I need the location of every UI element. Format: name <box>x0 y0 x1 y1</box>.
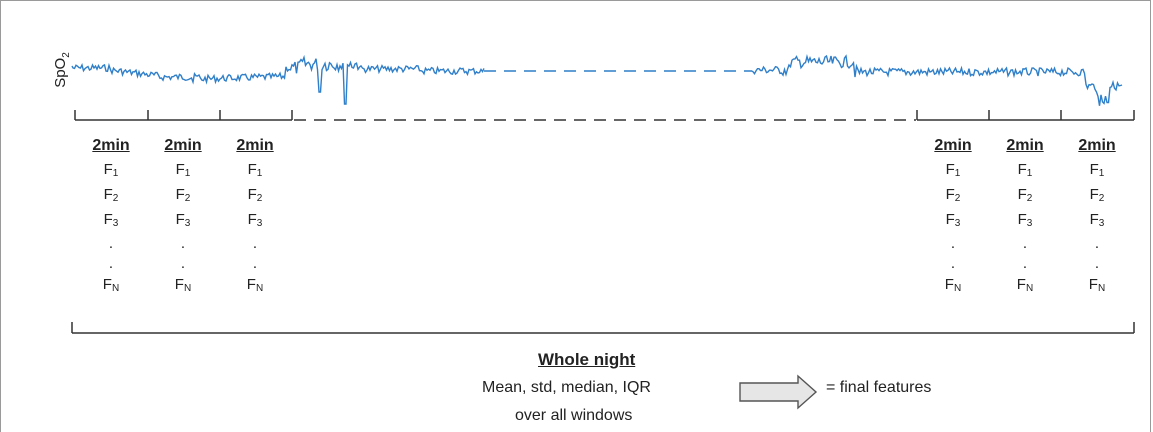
ellipsis-dot: . <box>252 255 258 272</box>
feature-label: F3 <box>1017 211 1033 229</box>
window-column: 2min F1 F2 F3 . . FN <box>925 138 981 302</box>
ellipsis-dot: . <box>1094 255 1100 272</box>
window-label: 2min <box>1006 137 1044 154</box>
window-label: 2min <box>934 137 972 154</box>
feature-label: FN <box>1016 276 1034 294</box>
feature-label: FN <box>102 276 120 294</box>
feature-label: F2 <box>945 186 961 204</box>
window-brackets-right <box>916 110 1135 121</box>
feature-label: F2 <box>1017 186 1033 204</box>
whole-night-title: Whole night <box>538 350 636 369</box>
window-column: 2min F1 F2 F3 . . FN <box>227 138 283 302</box>
window-label: 2min <box>1078 137 1116 154</box>
window-label: 2min <box>92 137 130 154</box>
feature-label: F3 <box>945 211 961 229</box>
feature-label: FN <box>174 276 192 294</box>
feature-label: F1 <box>175 161 191 179</box>
feature-label: F1 <box>1017 161 1033 179</box>
feature-label: FN <box>1088 276 1106 294</box>
feature-label: F1 <box>103 161 119 179</box>
ellipsis-dot: . <box>180 255 186 272</box>
feature-label: F1 <box>247 161 263 179</box>
spo2-signal-left <box>71 54 485 105</box>
feature-label: F2 <box>247 186 263 204</box>
window-column: 2min F1 F2 F3 . . FN <box>1069 138 1125 302</box>
feature-label: F3 <box>247 211 263 229</box>
whole-night-stats: Mean, std, median, IQR <box>482 379 651 396</box>
window-brackets-left <box>74 110 293 121</box>
ellipsis-dot: . <box>108 235 114 252</box>
window-column: 2min F1 F2 F3 . . FN <box>997 138 1053 302</box>
ellipsis-dot: . <box>950 255 956 272</box>
feature-label: F3 <box>175 211 191 229</box>
whole-night-bracket <box>71 322 1135 334</box>
ellipsis-dot: . <box>950 235 956 252</box>
feature-label: F3 <box>1089 211 1105 229</box>
window-column: 2min F1 F2 F3 . . FN <box>155 138 211 302</box>
feature-label: F2 <box>103 186 119 204</box>
feature-label: F2 <box>1089 186 1105 204</box>
ellipsis-dot: . <box>108 255 114 272</box>
right-arrow-icon <box>739 374 818 410</box>
spo2-signal-right <box>751 53 1123 106</box>
window-column: 2min F1 F2 F3 . . FN <box>83 138 139 302</box>
window-label: 2min <box>236 137 274 154</box>
whole-night-scope: over all windows <box>515 407 633 424</box>
final-features-label: = final features <box>826 379 932 396</box>
ellipsis-dot: . <box>180 235 186 252</box>
feature-label: F1 <box>1089 161 1105 179</box>
feature-label: F1 <box>945 161 961 179</box>
window-label: 2min <box>164 137 202 154</box>
feature-label: F3 <box>103 211 119 229</box>
ellipsis-dot: . <box>1022 235 1028 252</box>
ellipsis-dot: . <box>1094 235 1100 252</box>
feature-label: F2 <box>175 186 191 204</box>
ellipsis-dot: . <box>252 235 258 252</box>
feature-label: FN <box>246 276 264 294</box>
feature-label: FN <box>944 276 962 294</box>
ellipsis-dot: . <box>1022 255 1028 272</box>
